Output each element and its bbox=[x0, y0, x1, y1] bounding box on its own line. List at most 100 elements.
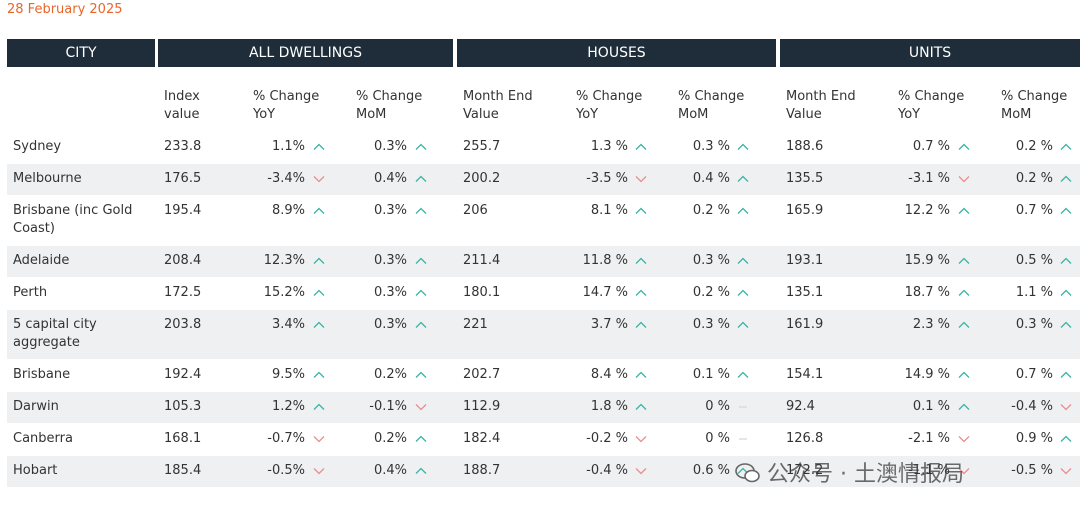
change-value: 0.1 % bbox=[912, 399, 950, 414]
trend-arrow bbox=[1060, 321, 1072, 328]
column-header: Index value bbox=[164, 89, 200, 122]
trend-arrow bbox=[1060, 404, 1072, 411]
change-value: 0.3% bbox=[373, 139, 407, 154]
group-header: CITY bbox=[7, 39, 155, 67]
trend-arrow bbox=[958, 143, 970, 150]
change-value: -0.7% bbox=[267, 431, 305, 446]
trend-arrow bbox=[313, 207, 325, 214]
trend-arrow bbox=[415, 371, 427, 378]
trend-arrow bbox=[313, 143, 325, 150]
change-value: 0.4% bbox=[373, 171, 407, 186]
trend-arrow bbox=[1060, 257, 1072, 264]
city-name: Brisbane bbox=[13, 367, 71, 382]
date: 28 February 2025 bbox=[7, 2, 123, 17]
change-value: 0.3 % bbox=[692, 253, 730, 268]
trend-arrow bbox=[313, 257, 325, 264]
city-name: Hobart bbox=[13, 463, 58, 478]
change-value: -3.1 % bbox=[908, 171, 950, 186]
cell-value: 192.4 bbox=[164, 367, 202, 382]
cell-value: 105.3 bbox=[164, 399, 202, 414]
change-value: 15.9 % bbox=[904, 253, 950, 268]
trend-arrow bbox=[737, 207, 749, 214]
cell-value: 193.1 bbox=[786, 253, 824, 268]
trend-arrow bbox=[415, 467, 427, 474]
trend-arrow bbox=[737, 257, 749, 264]
row-background bbox=[7, 456, 1080, 487]
cell-value: 185.4 bbox=[164, 463, 202, 478]
trend-arrow bbox=[415, 207, 427, 214]
cell-value: 233.8 bbox=[164, 139, 202, 154]
cell-value: 195.4 bbox=[164, 203, 202, 218]
city-name: Melbourne bbox=[13, 171, 82, 186]
change-value: 18.7 % bbox=[904, 285, 950, 300]
change-value: 9.5% bbox=[271, 367, 305, 382]
watermark: 公众号 · 土澳情报局 bbox=[735, 456, 964, 488]
cell-value: 112.9 bbox=[463, 399, 501, 414]
cell-value: 172.2 bbox=[786, 463, 824, 478]
cell-value: 211.4 bbox=[463, 253, 501, 268]
change-value: 0.2 % bbox=[692, 285, 730, 300]
row-background bbox=[7, 164, 1080, 195]
trend-arrow bbox=[635, 436, 647, 443]
change-value: 0.7 % bbox=[1015, 367, 1053, 382]
city-name: Brisbane (inc Gold Coast) bbox=[13, 203, 133, 236]
change-value: 0.2 % bbox=[1015, 171, 1053, 186]
trend-arrow bbox=[737, 289, 749, 296]
row-background bbox=[7, 392, 1080, 423]
trend-arrow bbox=[1060, 435, 1072, 442]
change-value: -0.4 % bbox=[1011, 399, 1053, 414]
column-header: % Change YoY bbox=[898, 89, 965, 122]
change-value: 0.2% bbox=[373, 431, 407, 446]
change-value: 0.9 % bbox=[1015, 431, 1053, 446]
row-background bbox=[7, 310, 1080, 359]
cell-value: 161.9 bbox=[786, 317, 824, 332]
trend-arrow bbox=[958, 289, 970, 296]
trend-arrow bbox=[737, 371, 749, 378]
city-name: Sydney bbox=[13, 139, 62, 154]
column-header: % Change MoM bbox=[1001, 89, 1068, 122]
trend-arrow bbox=[635, 289, 647, 296]
group-header: HOUSES bbox=[457, 39, 776, 67]
change-value: 0.6 % bbox=[692, 463, 730, 478]
watermark-text: 公众号 · 土澳情报局 bbox=[767, 462, 964, 487]
change-value: 1.2% bbox=[271, 399, 305, 414]
cell-value: 202.7 bbox=[463, 367, 501, 382]
change-value: -0.5 % bbox=[1011, 463, 1053, 478]
cell-value: 208.4 bbox=[164, 253, 202, 268]
city-name: Canberra bbox=[13, 431, 73, 446]
city-name: 5 capital city aggregate bbox=[13, 317, 97, 350]
change-value: 0.3 % bbox=[692, 139, 730, 154]
wechat-icon bbox=[735, 463, 760, 483]
cell-value: 206 bbox=[463, 203, 488, 218]
cell-value: 203.8 bbox=[164, 317, 202, 332]
cell-value: 176.5 bbox=[164, 171, 202, 186]
change-value: 11.8 % bbox=[582, 253, 628, 268]
trend-arrow bbox=[739, 438, 747, 440]
trend-arrow bbox=[958, 207, 970, 214]
change-value: 0.2% bbox=[373, 367, 407, 382]
change-value: 1.8 % bbox=[590, 399, 628, 414]
cell-value: 182.4 bbox=[463, 431, 501, 446]
change-value: 3.7 % bbox=[590, 317, 628, 332]
trend-arrow bbox=[635, 468, 647, 475]
city-name: Darwin bbox=[13, 399, 59, 414]
cell-value: 200.2 bbox=[463, 171, 501, 186]
cell-value: 168.1 bbox=[164, 431, 202, 446]
change-value: -0.5% bbox=[267, 463, 305, 478]
change-value: 14.7 % bbox=[582, 285, 628, 300]
city-name: Adelaide bbox=[13, 253, 70, 268]
trend-arrow bbox=[635, 371, 647, 378]
row-background bbox=[7, 246, 1080, 277]
trend-arrow bbox=[737, 143, 749, 150]
cell-value: 165.9 bbox=[786, 203, 824, 218]
column-header: % Change MoM bbox=[356, 89, 423, 122]
city-name: Perth bbox=[13, 285, 48, 300]
change-value: 0.3% bbox=[373, 285, 407, 300]
cell-value: 154.1 bbox=[786, 367, 824, 382]
change-value: 0 % bbox=[705, 399, 730, 414]
cell-value: 172.5 bbox=[164, 285, 202, 300]
trend-arrow bbox=[958, 436, 970, 443]
cell-value: 188.7 bbox=[463, 463, 501, 478]
trend-arrow bbox=[415, 289, 427, 296]
change-value: 1.1 % bbox=[1015, 285, 1053, 300]
